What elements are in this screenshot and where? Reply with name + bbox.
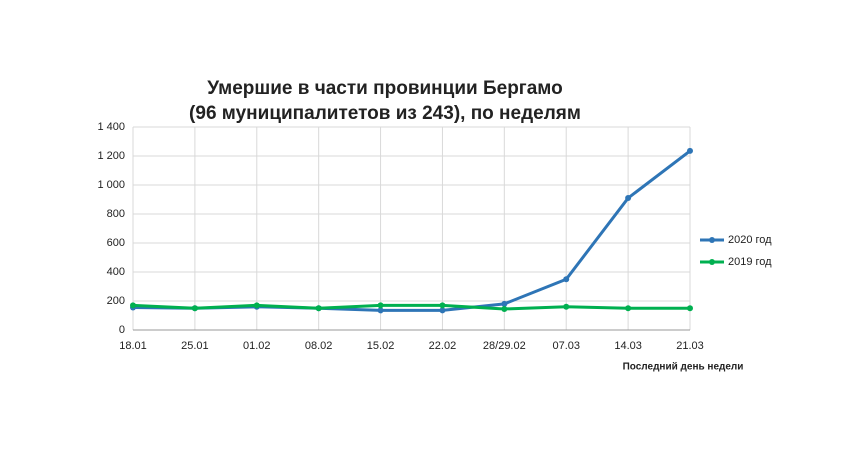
legend-marker: [709, 259, 715, 265]
x-axis-title: Последний день недели: [623, 362, 744, 373]
y-tick-label: 200: [107, 295, 125, 307]
x-tick-label: 21.03: [676, 340, 704, 352]
point: [563, 303, 570, 310]
point: [315, 305, 322, 312]
point: [253, 302, 260, 309]
point: [625, 195, 632, 202]
legend-label: 2020 год: [728, 234, 772, 246]
x-tick-label: 15.02: [367, 340, 395, 352]
y-tick-label: 0: [119, 324, 125, 336]
point: [130, 302, 136, 309]
y-tick-label: 1 000: [97, 179, 125, 191]
point: [377, 302, 384, 309]
point: [687, 147, 693, 154]
chart-title: Умершие в части провинции Бергамо: [207, 78, 562, 99]
x-tick-label: 22.02: [429, 340, 457, 352]
y-tick-label: 1 400: [97, 121, 125, 133]
x-tick-label: 07.03: [552, 340, 580, 352]
chart-title: (96 муниципалитетов из 243), по неделям: [189, 103, 581, 124]
y-tick-label: 1 200: [97, 150, 125, 162]
legend-marker: [709, 237, 715, 243]
point: [439, 302, 446, 309]
point: [501, 305, 508, 312]
point: [191, 305, 198, 312]
series-line: [132, 149, 691, 312]
x-tick-label: 14.03: [614, 340, 642, 352]
point: [625, 305, 632, 312]
point: [439, 307, 446, 314]
x-tick-label: 08.02: [305, 340, 333, 352]
point: [501, 300, 508, 307]
x-tick-label: 18.01: [119, 340, 147, 352]
legend-label: 2019 год: [728, 256, 772, 268]
series-line: [132, 303, 690, 311]
x-tick-label: 01.02: [243, 340, 271, 352]
y-tick-label: 400: [107, 266, 125, 278]
point: [563, 276, 570, 283]
point: [377, 307, 384, 314]
point: [687, 305, 693, 312]
x-tick-label: 28/29.02: [483, 340, 526, 352]
y-tick-label: 600: [107, 237, 125, 249]
x-tick-label: 25.01: [181, 340, 209, 352]
y-tick-label: 800: [107, 208, 125, 220]
